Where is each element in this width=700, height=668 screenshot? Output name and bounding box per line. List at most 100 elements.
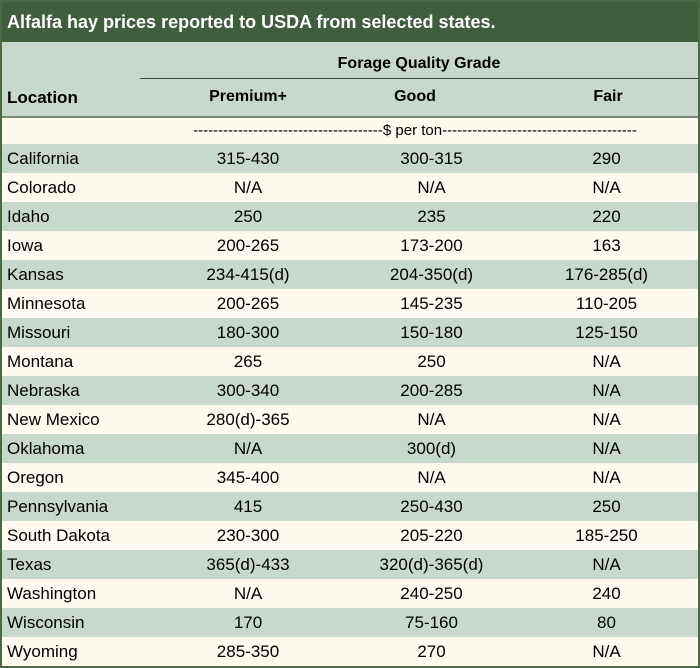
table-row: New Mexico 280(d)-365 N/A N/A — [2, 405, 698, 434]
premium-price-cell: 250 — [233, 206, 263, 226]
fair-price-cell: N/A — [592, 438, 621, 458]
table-row: Wyoming 285-350 270 N/A — [2, 637, 698, 666]
fair-price-cell: 220 — [592, 206, 621, 226]
location-column-header: Location — [7, 88, 78, 107]
table-row: Oklahoma N/A 300(d) N/A — [2, 434, 698, 463]
good-price-cell: 204-350(d) — [389, 264, 474, 284]
good-price-cell: N/A — [417, 467, 446, 487]
location-cell: Nebraska — [7, 380, 80, 400]
location-cell: Iowa — [7, 235, 43, 255]
premium-price-cell: N/A — [233, 177, 263, 197]
good-price-cell: N/A — [417, 177, 446, 197]
location-cell: Idaho — [7, 206, 50, 226]
good-price-cell: 173-200 — [400, 235, 463, 255]
location-cell: Oklahoma — [7, 438, 85, 458]
fair-price-cell: N/A — [592, 177, 621, 197]
good-price-cell: N/A — [417, 409, 446, 429]
table-row: Colorado N/A N/A N/A — [2, 173, 698, 202]
premium-price-cell: 265 — [233, 351, 263, 371]
location-cell: Colorado — [7, 177, 76, 197]
good-price-cell: 75-160 — [405, 612, 458, 632]
unit-row: --------------------------------------$ … — [2, 118, 698, 144]
fair-price-cell: N/A — [592, 380, 621, 400]
location-cell: New Mexico — [7, 409, 100, 429]
table-row: Kansas 234-415(d) 204-350(d) 176-285(d) — [2, 260, 698, 289]
forage-quality-grade-header: Forage Quality Grade — [140, 52, 698, 79]
fair-price-cell: N/A — [592, 467, 621, 487]
table-row: South Dakota 230-300 205-220 185-250 — [2, 521, 698, 550]
good-price-cell: 150-180 — [400, 322, 463, 342]
table-row: Nebraska 300-340 200-285 N/A — [2, 376, 698, 405]
premium-price-cell: 230-300 — [216, 525, 280, 545]
fair-price-cell: N/A — [592, 554, 621, 574]
fair-price-cell: N/A — [592, 409, 621, 429]
fair-price-cell: 163 — [592, 235, 621, 255]
premium-price-cell: 180-300 — [216, 322, 280, 342]
premium-price-cell: 285-350 — [216, 641, 280, 661]
location-cell: Montana — [7, 351, 74, 371]
good-price-cell: 250 — [417, 351, 446, 371]
good-price-cell: 205-220 — [400, 525, 463, 545]
fair-column-header: Fair — [593, 88, 623, 105]
fair-price-cell: 176-285(d) — [564, 264, 649, 284]
location-cell: Kansas — [7, 264, 64, 284]
fair-price-cell: 125-150 — [575, 322, 638, 342]
premium-price-cell: N/A — [233, 438, 263, 458]
good-price-cell: 235 — [417, 206, 446, 226]
location-cell: South Dakota — [7, 525, 111, 545]
location-cell: Minnesota — [7, 293, 86, 313]
premium-column-header: Premium+ — [209, 88, 287, 105]
fair-price-cell: 240 — [592, 583, 621, 603]
location-cell: Texas — [7, 554, 52, 574]
location-cell: Pennsylvania — [7, 496, 109, 516]
good-price-cell: 250-430 — [400, 496, 463, 516]
table-row: Oregon 345-400 N/A N/A — [2, 463, 698, 492]
table-title: Alfalfa hay prices reported to USDA from… — [2, 2, 698, 42]
location-cell: California — [7, 148, 79, 168]
good-price-cell: 240-250 — [400, 583, 463, 603]
table-row: Pennsylvania 415 250-430 250 — [2, 492, 698, 521]
table-row: Minnesota 200-265 145-235 110-205 — [2, 289, 698, 318]
table-row: Missouri 180-300 150-180 125-150 — [2, 318, 698, 347]
premium-price-cell: 200-265 — [216, 293, 280, 313]
table-row: Montana 265 250 N/A — [2, 347, 698, 376]
premium-price-cell: 365(d)-433 — [206, 554, 290, 574]
premium-price-cell: N/A — [233, 583, 263, 603]
premium-price-cell: 300-340 — [216, 380, 280, 400]
premium-price-cell: 170 — [233, 612, 263, 632]
location-cell: Wisconsin — [7, 612, 85, 632]
location-cell: Washington — [7, 583, 97, 603]
good-price-cell: 300(d) — [406, 438, 457, 458]
good-column-header: Good — [394, 88, 436, 105]
premium-price-cell: 234-415(d) — [206, 264, 290, 284]
location-cell: Wyoming — [7, 641, 78, 661]
table-row: Idaho 250 235 220 — [2, 202, 698, 231]
location-cell: Oregon — [7, 467, 64, 487]
premium-price-cell: 200-265 — [216, 235, 280, 255]
premium-price-cell: 315-430 — [216, 148, 280, 168]
good-price-cell: 320(d)-365(d) — [379, 554, 484, 574]
good-price-cell: 300-315 — [400, 148, 463, 168]
fair-price-cell: N/A — [592, 351, 621, 371]
location-cell: Missouri — [7, 322, 71, 342]
good-price-cell: 200-285 — [400, 380, 463, 400]
fair-price-cell: 80 — [597, 612, 616, 632]
table-row: Wisconsin 170 75-160 80 — [2, 608, 698, 637]
fair-price-cell: 250 — [592, 496, 621, 516]
fair-price-cell: 110-205 — [575, 293, 638, 313]
premium-price-cell: 280(d)-365 — [206, 409, 290, 429]
table-row: Iowa 200-265 173-200 163 — [2, 231, 698, 260]
good-price-cell: 270 — [417, 641, 446, 661]
fair-price-cell: 185-250 — [575, 525, 638, 545]
table-header: Forage Quality Grade Location Premium+ G… — [2, 42, 698, 118]
price-table-body: California 315-430 300-315 290 Colorado N/A N/… — [2, 144, 698, 666]
table-row: Texas 365(d)-433 320(d)-365(d) N/A — [2, 550, 698, 579]
fair-price-cell: 290 — [592, 148, 621, 168]
table-row: California 315-430 300-315 290 — [2, 144, 698, 173]
fair-price-cell: N/A — [592, 641, 621, 661]
premium-price-cell: 345-400 — [216, 467, 280, 487]
good-price-cell: 145-235 — [400, 293, 463, 313]
table-row: Washington N/A 240-250 240 — [2, 579, 698, 608]
premium-price-cell: 415 — [233, 496, 263, 516]
